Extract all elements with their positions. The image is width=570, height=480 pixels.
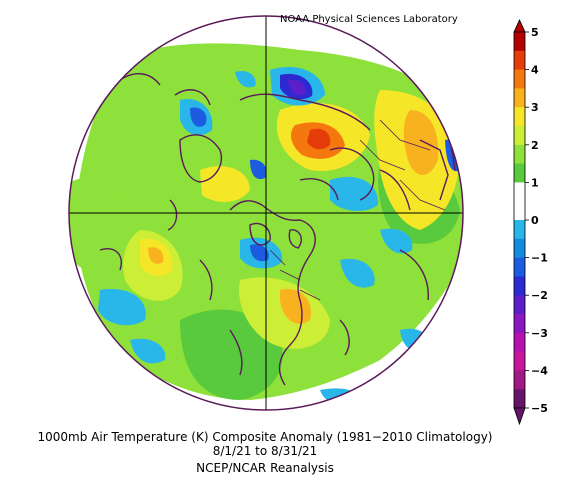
caption-date-range: 8/1/21 to 8/31/21 — [212, 444, 318, 458]
colorbar-segment — [514, 257, 525, 277]
colorbar-segment — [514, 144, 525, 164]
colorbar-segment — [514, 295, 525, 315]
colorbar-segment — [514, 126, 525, 146]
colorbar-segment — [514, 201, 525, 221]
colorbar-segment — [514, 370, 525, 390]
colorbar-tick-label: −4 — [531, 364, 548, 377]
colorbar-segment — [514, 107, 525, 127]
colorbar-segment — [514, 220, 525, 240]
colorbar-segment — [514, 351, 525, 371]
colorbar-segment — [514, 32, 525, 52]
caption-source: NCEP/NCAR Reanalysis — [196, 461, 334, 475]
anomaly-field — [69, 38, 463, 407]
colorbar-tick-label: −3 — [531, 327, 548, 340]
colorbar-segment — [514, 276, 525, 296]
colorbar-segment — [514, 238, 525, 258]
colorbar: 5 4 3 2 1 0 −1 −2 −3 −4 −5 — [513, 19, 548, 426]
colorbar-segment — [514, 389, 525, 409]
colorbar-tick-label: 5 — [531, 26, 539, 39]
colorbar-tick-label: 4 — [531, 64, 539, 77]
colorbar-segment — [514, 182, 525, 202]
colorbar-segment — [514, 69, 525, 89]
credit-label: NOAA Physical Sciences Laboratory — [280, 14, 458, 25]
colorbar-segment — [514, 163, 525, 183]
globe-outline — [68, 15, 464, 411]
colorbar-tick-label: 0 — [531, 214, 539, 227]
colorbar-segment — [514, 50, 525, 70]
colorbar-segment — [514, 314, 525, 334]
colorbar-tick-label: 3 — [531, 101, 539, 114]
colorbar-tick-label: −2 — [531, 289, 548, 302]
colorbar-segment — [514, 332, 525, 352]
colorbar-bottom-arrow — [513, 407, 526, 426]
colorbar-tick-label: −1 — [531, 252, 548, 265]
colorbar-tick-label: 2 — [531, 139, 539, 152]
colorbar-top-arrow — [513, 19, 526, 33]
colorbar-tick-label: 1 — [531, 176, 539, 189]
boundaries — [269, 119, 446, 301]
caption-title: 1000mb Air Temperature (K) Composite Ano… — [37, 430, 493, 444]
colorbar-tick-label: −5 — [531, 402, 548, 415]
colorbar-segment — [514, 88, 525, 108]
coastlines — [99, 73, 456, 386]
